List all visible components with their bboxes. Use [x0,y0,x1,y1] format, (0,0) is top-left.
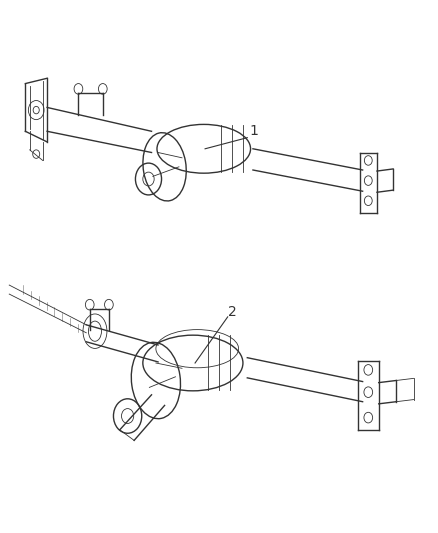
Text: 1: 1 [249,124,258,138]
Text: 2: 2 [228,304,237,319]
